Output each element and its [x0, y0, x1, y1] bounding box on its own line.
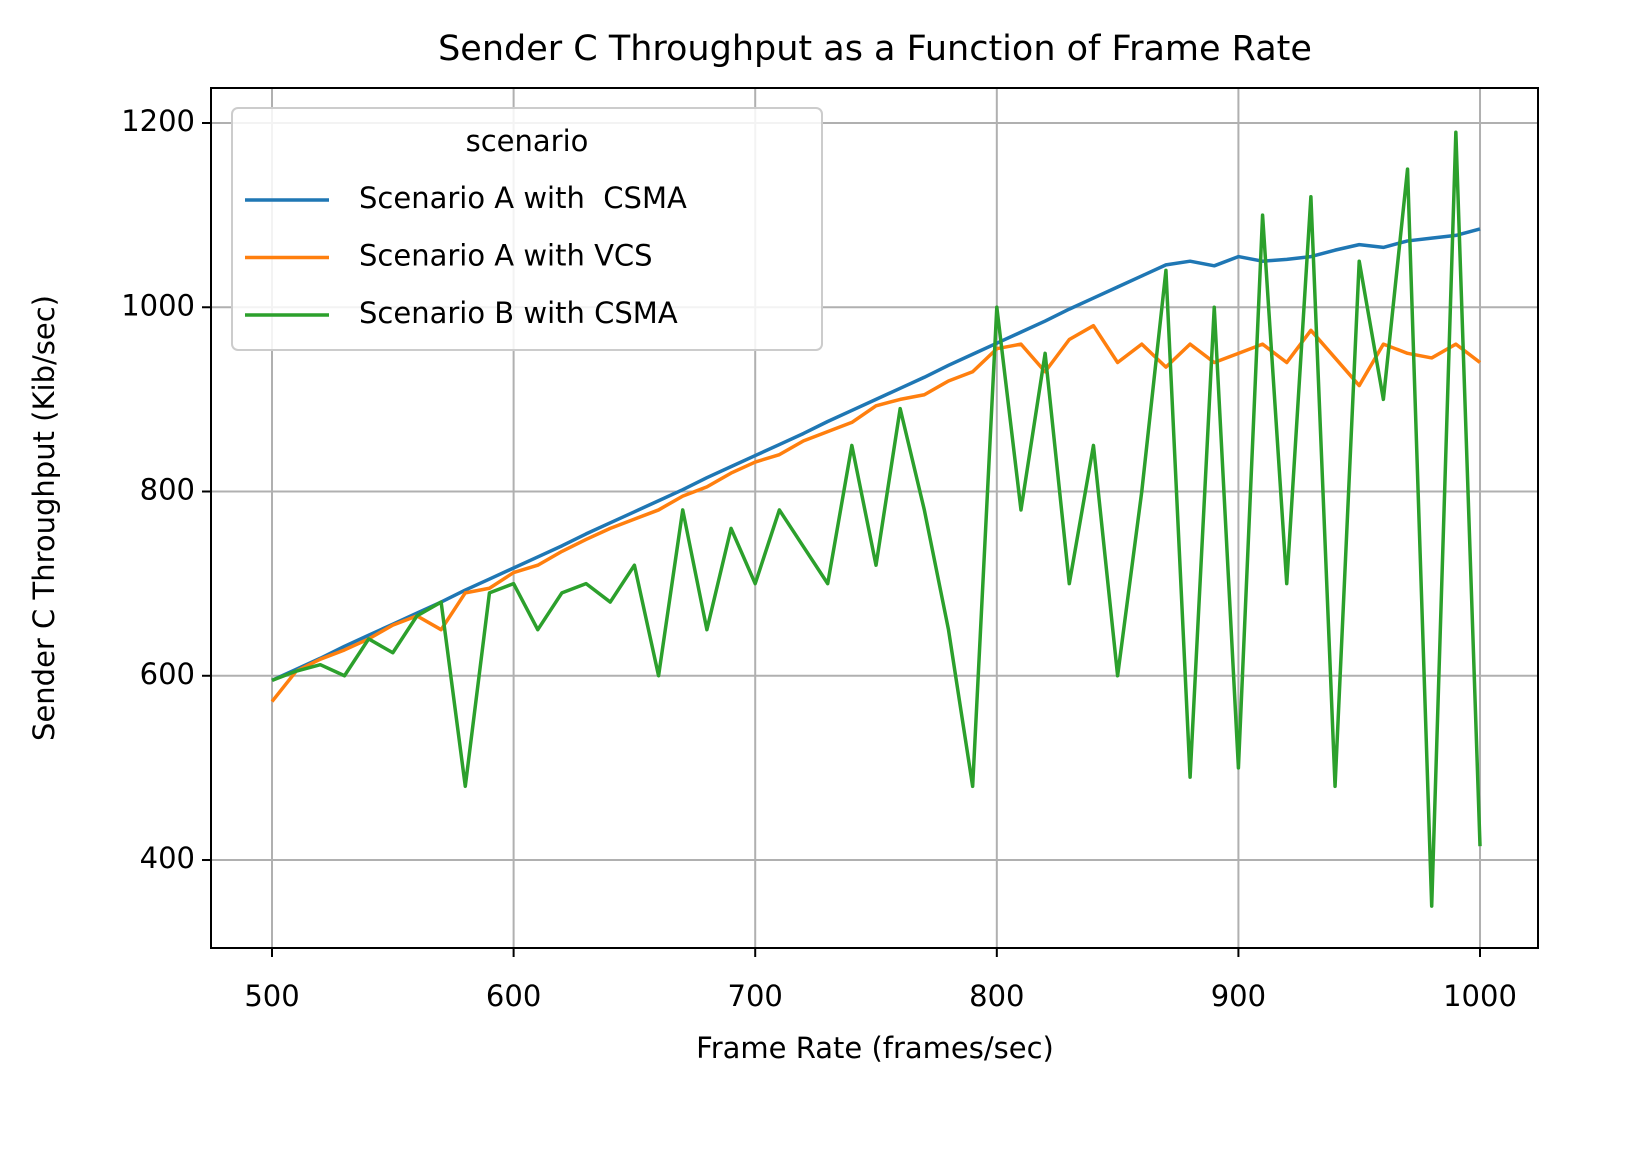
x-tick-label: 500	[244, 979, 299, 1013]
legend-label: Scenario A with VCS	[359, 239, 653, 273]
x-tick-label: 1000	[1443, 979, 1517, 1013]
x-tick-label: 900	[1211, 979, 1266, 1013]
x-tick-label: 600	[486, 979, 541, 1013]
legend-label: Scenario A with CSMA	[359, 181, 687, 215]
plot-frame	[210, 87, 1539, 949]
legend-title: scenario	[466, 124, 589, 158]
legend: scenario Scenario A with CSMA Scenario A w…	[231, 107, 823, 351]
y-tick-label: 1000	[121, 288, 195, 322]
series-line	[271, 227, 1481, 682]
x-tick-label: 700	[728, 979, 783, 1013]
y-axis-label: Sender C Throughput (Kib/sec)	[27, 295, 61, 741]
legend-box	[231, 107, 823, 351]
y-tick-label: 800	[140, 473, 195, 507]
y-tick-label: 600	[140, 657, 195, 691]
series-line	[270, 323, 1482, 703]
y-tick-label: 1200	[121, 104, 195, 138]
x-tick-label: 800	[969, 979, 1024, 1013]
y-tick-label: 400	[140, 841, 195, 875]
chart-title: Sender C Throughput as a Function of Fra…	[438, 29, 1312, 69]
series-line	[271, 130, 1482, 908]
x-axis-label: Frame Rate (frames/sec)	[696, 1031, 1054, 1065]
legend-label: Scenario B with CSMA	[359, 296, 678, 330]
